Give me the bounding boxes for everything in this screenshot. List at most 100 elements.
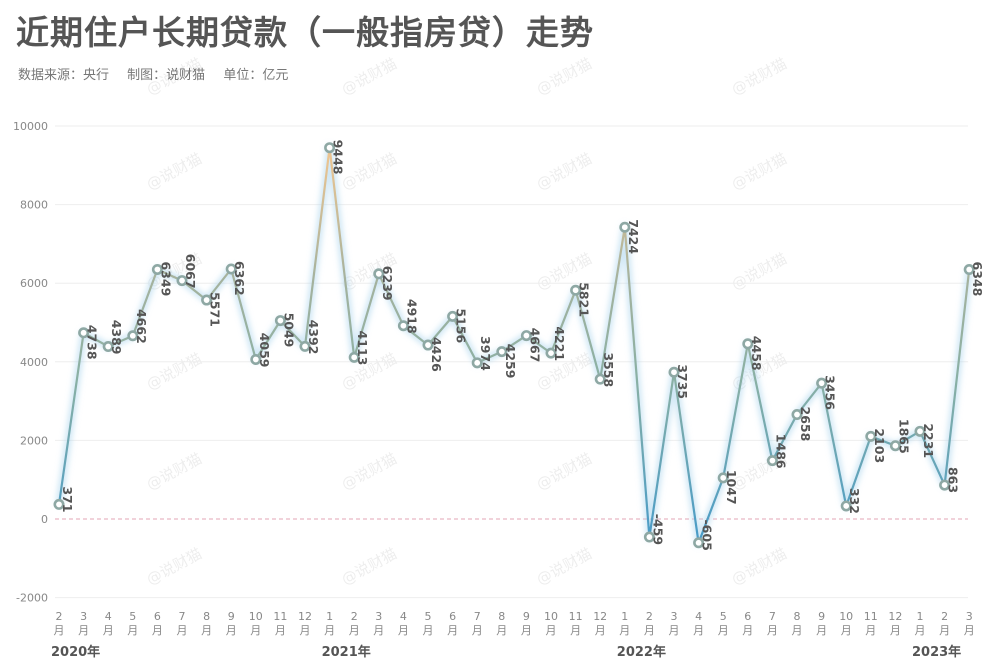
x-tick-month: 4	[400, 610, 407, 623]
chart-subtitle: 数据来源：央行 制图：说财猫 单位：亿元	[18, 64, 302, 83]
data-point	[496, 346, 508, 358]
y-tick-label: 2000	[20, 434, 48, 447]
data-label: 4221	[552, 326, 567, 361]
data-label: 4738	[85, 325, 100, 360]
x-tick-month: 7	[769, 610, 776, 623]
x-tick-month: 2	[646, 610, 653, 623]
x-tick-unit: 月	[570, 624, 581, 637]
x-tick-month: 7	[474, 610, 481, 623]
x-tick-month: 9	[523, 610, 530, 623]
y-tick-label: 10000	[13, 120, 48, 133]
y-tick-label: 0	[41, 513, 48, 526]
data-point	[53, 498, 65, 510]
chart-maker: 制图：说财猫	[127, 68, 206, 83]
x-tick-month: 8	[794, 610, 801, 623]
watermark-text: @说财猫	[533, 449, 594, 493]
data-label: 3558	[601, 352, 616, 387]
data-point	[225, 263, 237, 275]
x-tick-unit: 月	[546, 624, 557, 637]
x-tick-month: 10	[839, 610, 853, 623]
x-tick-month: 3	[966, 610, 973, 623]
data-label: 3974	[478, 336, 493, 371]
data-point	[668, 366, 680, 378]
x-tick-unit: 月	[447, 624, 458, 637]
x-tick-unit: 月	[669, 624, 680, 637]
x-tick-month: 8	[203, 610, 210, 623]
data-point	[127, 330, 139, 342]
data-point	[717, 472, 729, 484]
watermark-text: @说财猫	[533, 54, 594, 98]
data-point	[397, 320, 409, 332]
x-tick-month: 5	[425, 610, 432, 623]
data-label: 4113	[355, 331, 370, 366]
data-point	[840, 500, 852, 512]
series-layer: 371 4738 4389 4662 6349 6067 5571 6362 4059 5049 4…	[53, 140, 985, 551]
data-point	[299, 340, 311, 352]
unit-label: 单位：亿元	[223, 68, 289, 83]
data-label: 4059	[257, 333, 272, 368]
data-point	[201, 294, 213, 306]
data-point	[889, 440, 901, 452]
x-tick-unit: 月	[349, 624, 360, 637]
data-point	[791, 409, 803, 421]
data-point	[643, 531, 655, 543]
data-point	[102, 341, 114, 353]
x-tick-unit: 月	[693, 624, 704, 637]
data-label: 5821	[577, 282, 592, 317]
x-tick-unit: 月	[841, 624, 852, 637]
watermark-text: @说财猫	[338, 544, 399, 588]
watermark-text: @说财猫	[143, 149, 204, 193]
x-tick-unit: 月	[521, 624, 532, 637]
x-tick-month: 8	[498, 610, 505, 623]
x-tick-month: 1	[917, 610, 924, 623]
x-tick-unit: 月	[767, 624, 778, 637]
x-tick-month: 1	[326, 610, 333, 623]
x-tick-month: 3	[671, 610, 678, 623]
data-label: 2658	[798, 407, 813, 442]
x-tick-month: 6	[154, 610, 161, 623]
x-tick-month: 12	[298, 610, 312, 623]
data-label: 6362	[232, 261, 247, 296]
x-tick-unit: 月	[423, 624, 434, 637]
x-tick-unit: 月	[496, 624, 507, 637]
watermark-text: @说财猫	[728, 54, 789, 98]
x-tick-unit: 月	[915, 624, 926, 637]
data-point	[816, 377, 828, 389]
data-label: 6239	[380, 266, 395, 301]
watermark-text: @说财猫	[533, 149, 594, 193]
data-label: 6348	[970, 262, 985, 297]
x-tick-unit: 月	[595, 624, 606, 637]
x-tick-month: 11	[864, 610, 878, 623]
data-point	[324, 142, 336, 154]
x-tick-unit: 月	[644, 624, 655, 637]
data-point	[766, 455, 778, 467]
x-tick-month: 5	[720, 610, 727, 623]
data-label: 4667	[527, 328, 542, 363]
x-tick-unit: 月	[324, 624, 335, 637]
data-point	[520, 330, 532, 342]
data-source: 数据来源：央行	[18, 68, 110, 83]
data-label: -459	[650, 514, 665, 545]
data-point	[250, 353, 262, 365]
x-tick-unit: 月	[472, 624, 483, 637]
x-tick-unit: 月	[226, 624, 237, 637]
x-tick-month: 12	[888, 610, 902, 623]
data-label: 332	[847, 488, 862, 514]
data-point	[914, 425, 926, 437]
x-tick-month: 10	[249, 610, 263, 623]
data-point	[742, 338, 754, 350]
x-tick-unit: 月	[250, 624, 261, 637]
data-point	[594, 373, 606, 385]
watermark-text: @说财猫	[143, 544, 204, 588]
x-tick-unit: 月	[619, 624, 630, 637]
x-tick-unit: 月	[742, 624, 753, 637]
data-point	[274, 315, 286, 327]
x-tick-unit: 月	[54, 624, 65, 637]
watermark-text: @说财猫	[338, 449, 399, 493]
x-tick-month: 5	[129, 610, 136, 623]
data-point	[447, 310, 459, 322]
data-label: 4259	[503, 344, 518, 379]
x-tick-unit: 月	[373, 624, 384, 637]
data-label: 1047	[724, 470, 739, 505]
x-tick-unit: 月	[964, 624, 975, 637]
